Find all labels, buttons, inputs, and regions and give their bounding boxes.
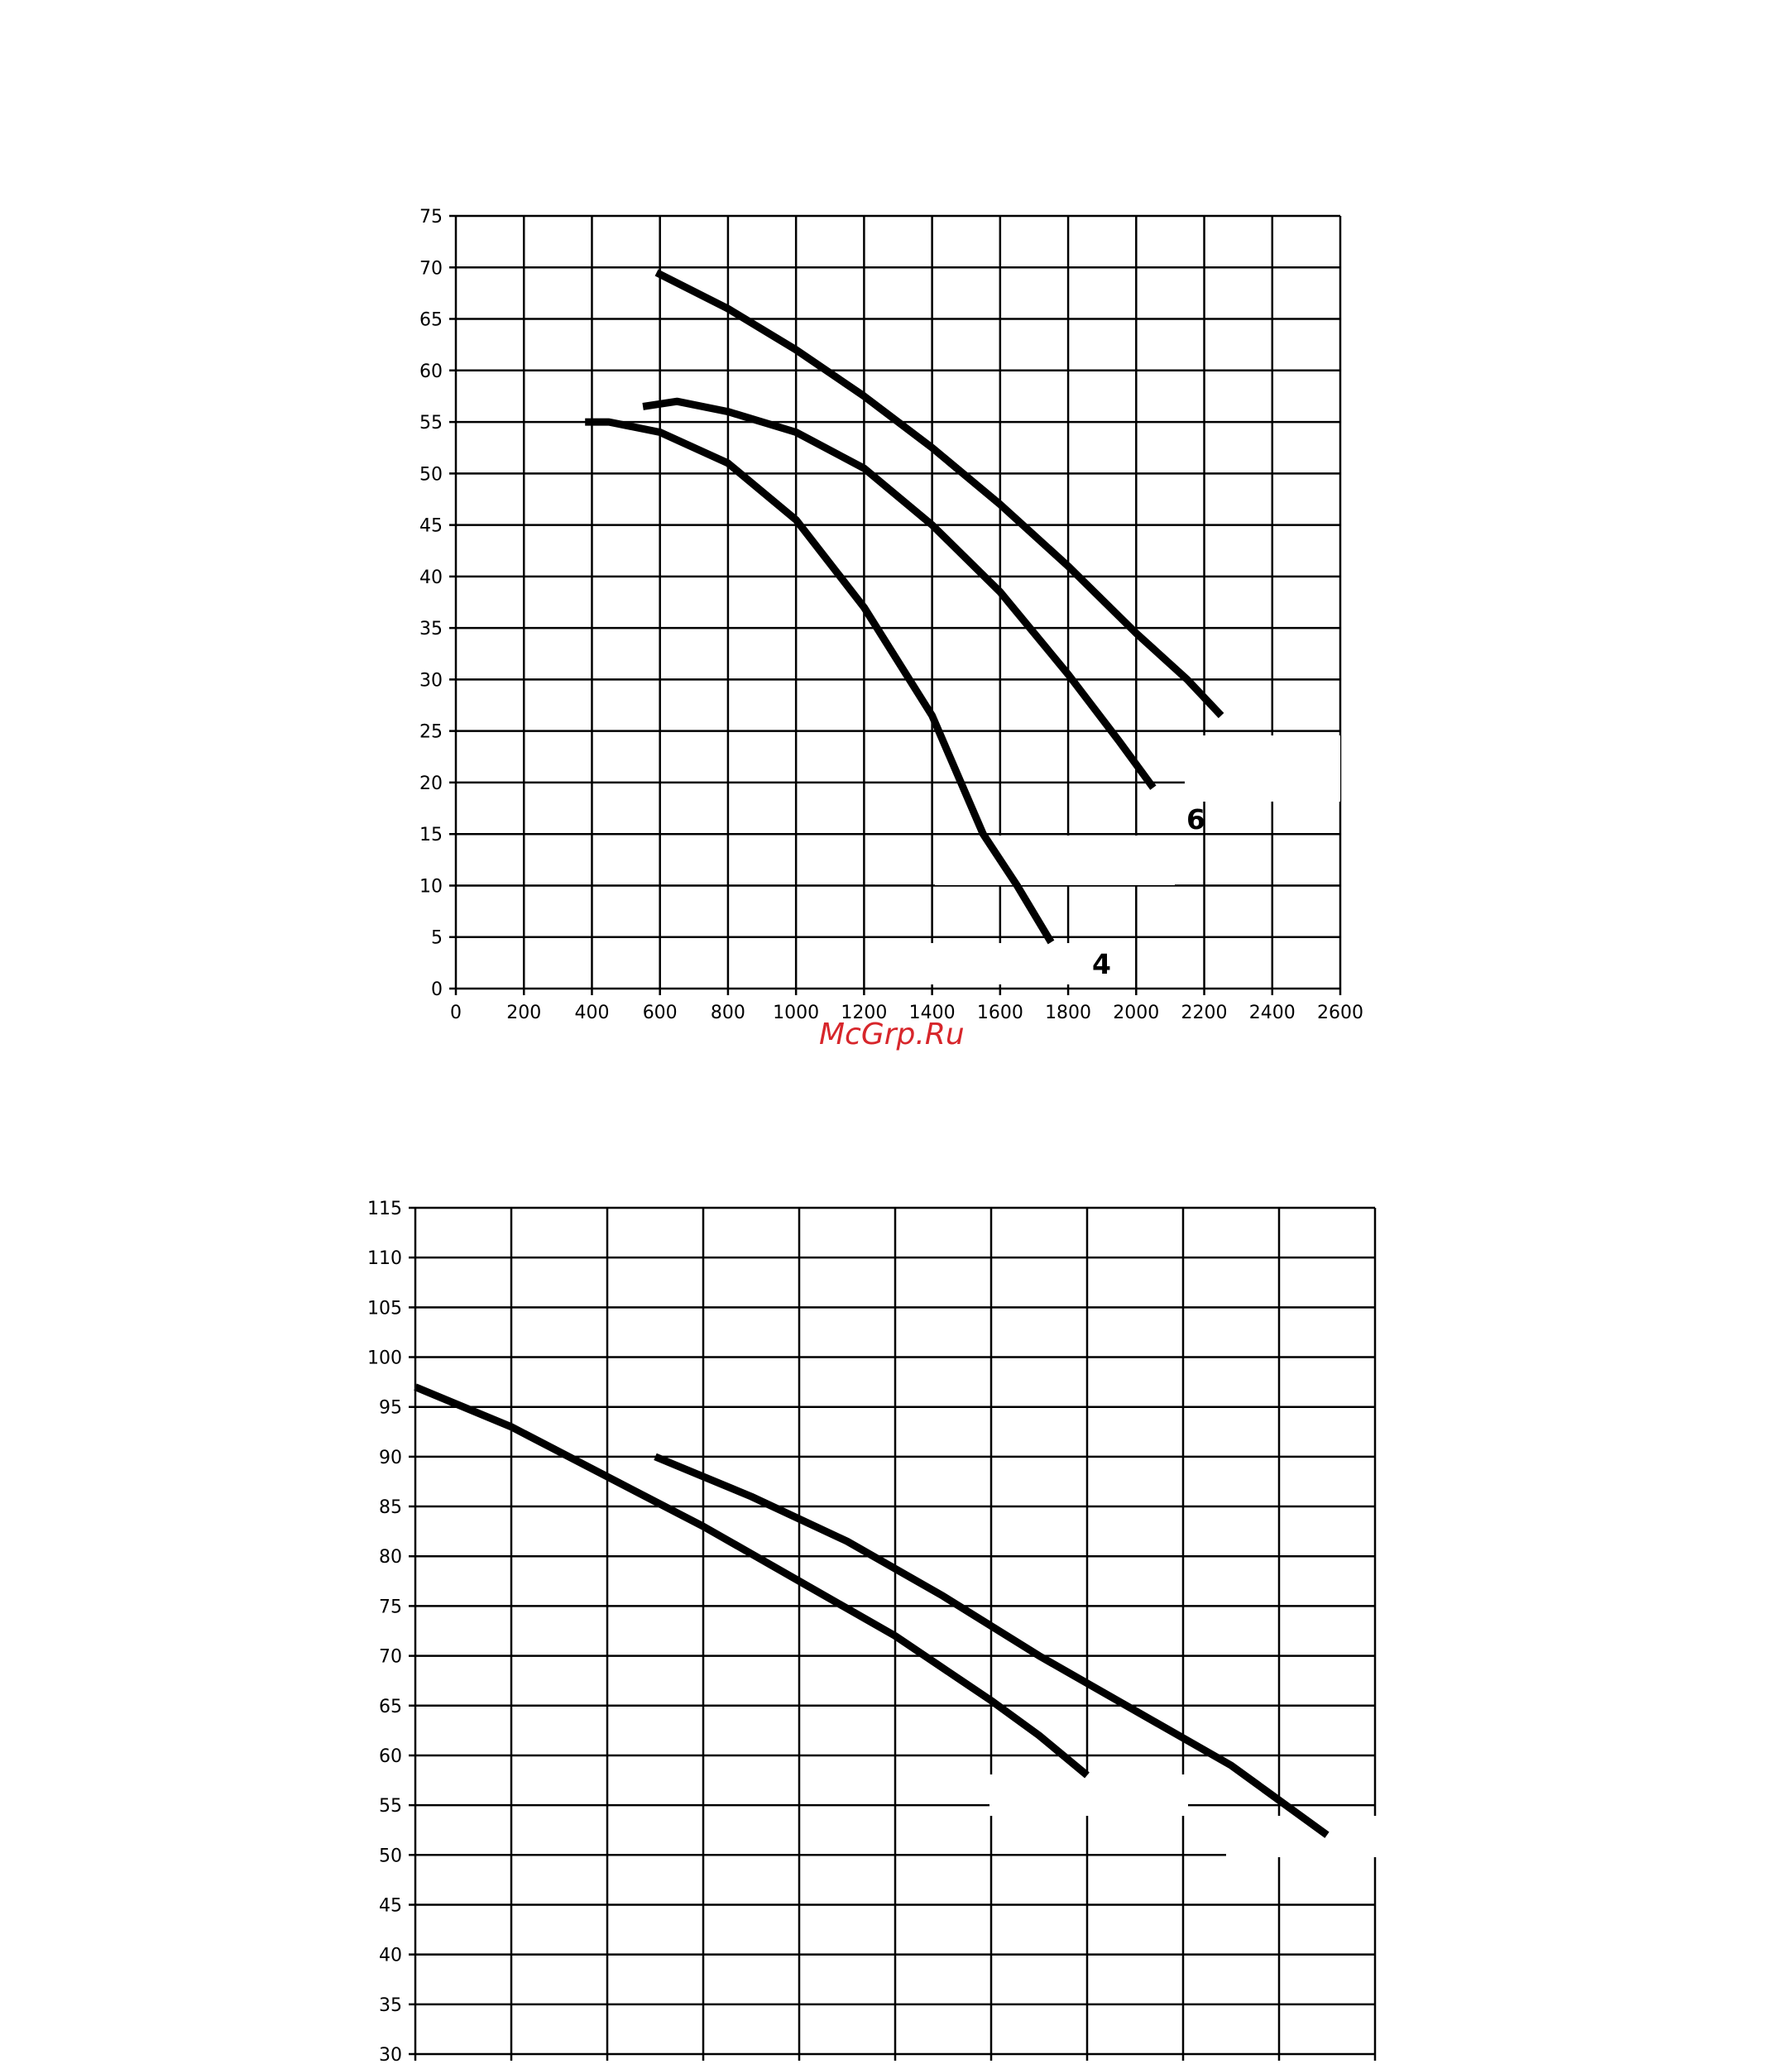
x-tick-label: 2600	[1317, 1003, 1363, 1023]
y-tick-label: 45	[379, 1895, 402, 1916]
y-tick-label: 60	[379, 1746, 402, 1767]
curve-series-2	[642, 397, 1157, 790]
x-tick-label: 2200	[1181, 1003, 1228, 1023]
x-tick-label: 600	[643, 1003, 678, 1023]
y-tick-label: 100	[367, 1348, 402, 1369]
y-tick-label: 85	[379, 1497, 402, 1518]
x-tick-label: 0	[450, 1003, 462, 1023]
y-tick-label: 40	[379, 1946, 402, 1966]
watermark: McGrp.Ru	[819, 1018, 965, 1051]
x-tick-label: 2000	[1113, 1003, 1159, 1023]
curve-series-2	[654, 1453, 1330, 1838]
y-tick-label: 115	[367, 1199, 402, 1219]
y-tick-label: 20	[419, 773, 443, 794]
y-tick-label: 15	[419, 825, 443, 845]
curve-label-4: 4	[1092, 948, 1111, 980]
curve-series-1	[585, 418, 1055, 945]
y-tick-label: 10	[419, 876, 443, 897]
y-tick-label: 65	[419, 310, 443, 331]
y-tick-label: 25	[419, 722, 443, 743]
erased-label-area	[989, 1774, 1188, 1816]
y-tick-label: 70	[419, 258, 443, 279]
y-tick-label: 0	[431, 979, 443, 1000]
chart-1: 0 200 400 600 800 1000 1200 1400 1600 1800 2000 220…	[419, 207, 1363, 1023]
x-tick-label: 400	[574, 1003, 609, 1023]
y-tick-label: 50	[379, 1846, 402, 1866]
x-tick-label: 1400	[909, 1003, 956, 1023]
y-tick-label: 70	[379, 1647, 402, 1668]
y-tick-label: 35	[419, 619, 443, 639]
y-tick-label: 60	[419, 362, 443, 382]
erased-label-area	[1185, 735, 1340, 802]
y-tick-label: 5	[431, 928, 443, 949]
y-tick-label: 45	[419, 516, 443, 537]
y-tick-label: 110	[367, 1248, 402, 1269]
x-tick-label: 1600	[977, 1003, 1023, 1023]
y-tick-label: 55	[419, 413, 443, 433]
x-tick-label: 1800	[1045, 1003, 1091, 1023]
y-tick-label: 30	[419, 670, 443, 691]
y-tick-label: 105	[367, 1298, 402, 1319]
y-tick-label: 75	[419, 207, 443, 227]
y-tick-label: 35	[379, 1995, 402, 2016]
x-tick-label: 2400	[1249, 1003, 1296, 1023]
x-tick-label: 200	[506, 1003, 541, 1023]
curve-series-3	[654, 269, 1224, 719]
erased-label-area	[927, 943, 1084, 984]
y-tick-label: 65	[379, 1697, 402, 1717]
y-tick-label: 75	[379, 1597, 402, 1617]
x-tick-label: 800	[711, 1003, 745, 1023]
y-tick-label: 90	[379, 1448, 402, 1468]
y-tick-label: 55	[379, 1796, 402, 1817]
curve-series-1	[414, 1383, 1090, 1779]
y-tick-label: 40	[419, 567, 443, 588]
curve-label-6: 6	[1186, 803, 1205, 836]
y-tick-label: 80	[379, 1547, 402, 1568]
x-tick-label: 1000	[773, 1003, 819, 1023]
x-tick-label: 1200	[841, 1003, 887, 1023]
y-tick-label: 50	[419, 464, 443, 485]
chart-1-curve-labels: 4 6	[1092, 803, 1205, 980]
y-tick-label: 30	[379, 2045, 402, 2064]
erased-label-area	[1226, 1816, 1416, 1857]
y-tick-label: 95	[379, 1398, 402, 1419]
chart-2: 1500170019002100230025002700290031003300…	[367, 1199, 1416, 2064]
erased-label-area	[935, 836, 1175, 885]
